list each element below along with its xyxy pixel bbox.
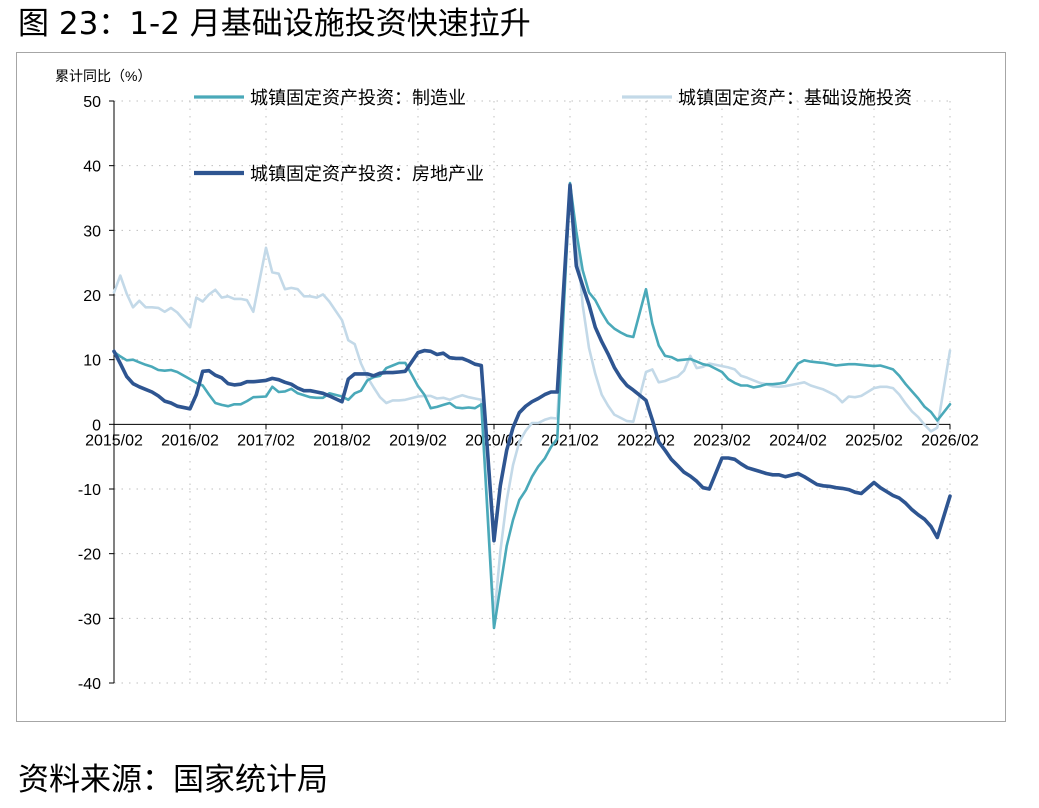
- y-tick-label: -30: [78, 611, 101, 628]
- x-tick-label: 2023/02: [693, 432, 751, 449]
- series-line-manufacturing: [112, 181, 952, 630]
- y-axis-unit-label: 累计同比（%）: [55, 68, 151, 84]
- x-tick-label: 2024/02: [769, 432, 827, 449]
- x-tick-label: 2025/02: [845, 432, 903, 449]
- source-note: 资料来源：国家统计局: [18, 762, 328, 798]
- x-tick-label: 2020/02: [465, 432, 523, 449]
- x-tick-label: 2022/02: [617, 432, 675, 449]
- y-tick-label: -20: [78, 547, 101, 564]
- y-tick-label: -40: [78, 676, 101, 693]
- x-tick-label: 2016/02: [161, 432, 219, 449]
- x-tick-label: 2017/02: [237, 432, 295, 449]
- axes: [109, 100, 951, 684]
- legend-label-real-estate: 城镇固定资产投资：房地产业: [250, 164, 484, 184]
- y-tick-label: 20: [83, 288, 101, 305]
- series-line-infrastructure: [112, 186, 952, 622]
- chart-frame: 累计同比（%） 50 40 30 20 10 0 -10 -20 -30 -40 2015/02 2…: [16, 52, 1006, 722]
- gridlines: [114, 100, 951, 684]
- x-tick-labels: 2015/02 2016/02 2017/02 2018/02 2019/02 2020/…: [85, 432, 979, 449]
- y-tick-label: 40: [83, 159, 101, 176]
- series-line-real-estate: [112, 183, 952, 543]
- x-tick-label: 2026/02: [921, 432, 979, 449]
- y-tick-label: -10: [78, 482, 101, 499]
- legend-label-infrastructure: 城镇固定资产：基础设施投资: [678, 88, 912, 108]
- x-tick-label: 2021/02: [541, 432, 599, 449]
- y-tick-labels: 50 40 30 20 10 0 -10 -20 -30 -40: [78, 94, 101, 693]
- x-tick-label: 2018/02: [313, 432, 371, 449]
- y-tick-label: 30: [83, 223, 101, 240]
- series-lines: [112, 181, 952, 630]
- y-tick-label: 0: [92, 417, 101, 434]
- y-tick-label: 50: [83, 94, 101, 111]
- x-tick-label: 2015/02: [85, 432, 143, 449]
- x-tick-label: 2019/02: [389, 432, 447, 449]
- legend-label-manufacturing: 城镇固定资产投资：制造业: [250, 88, 466, 108]
- y-tick-label: 10: [83, 353, 101, 370]
- figure-title: 图 23：1-2 月基础设施投资快速拉升: [18, 6, 531, 42]
